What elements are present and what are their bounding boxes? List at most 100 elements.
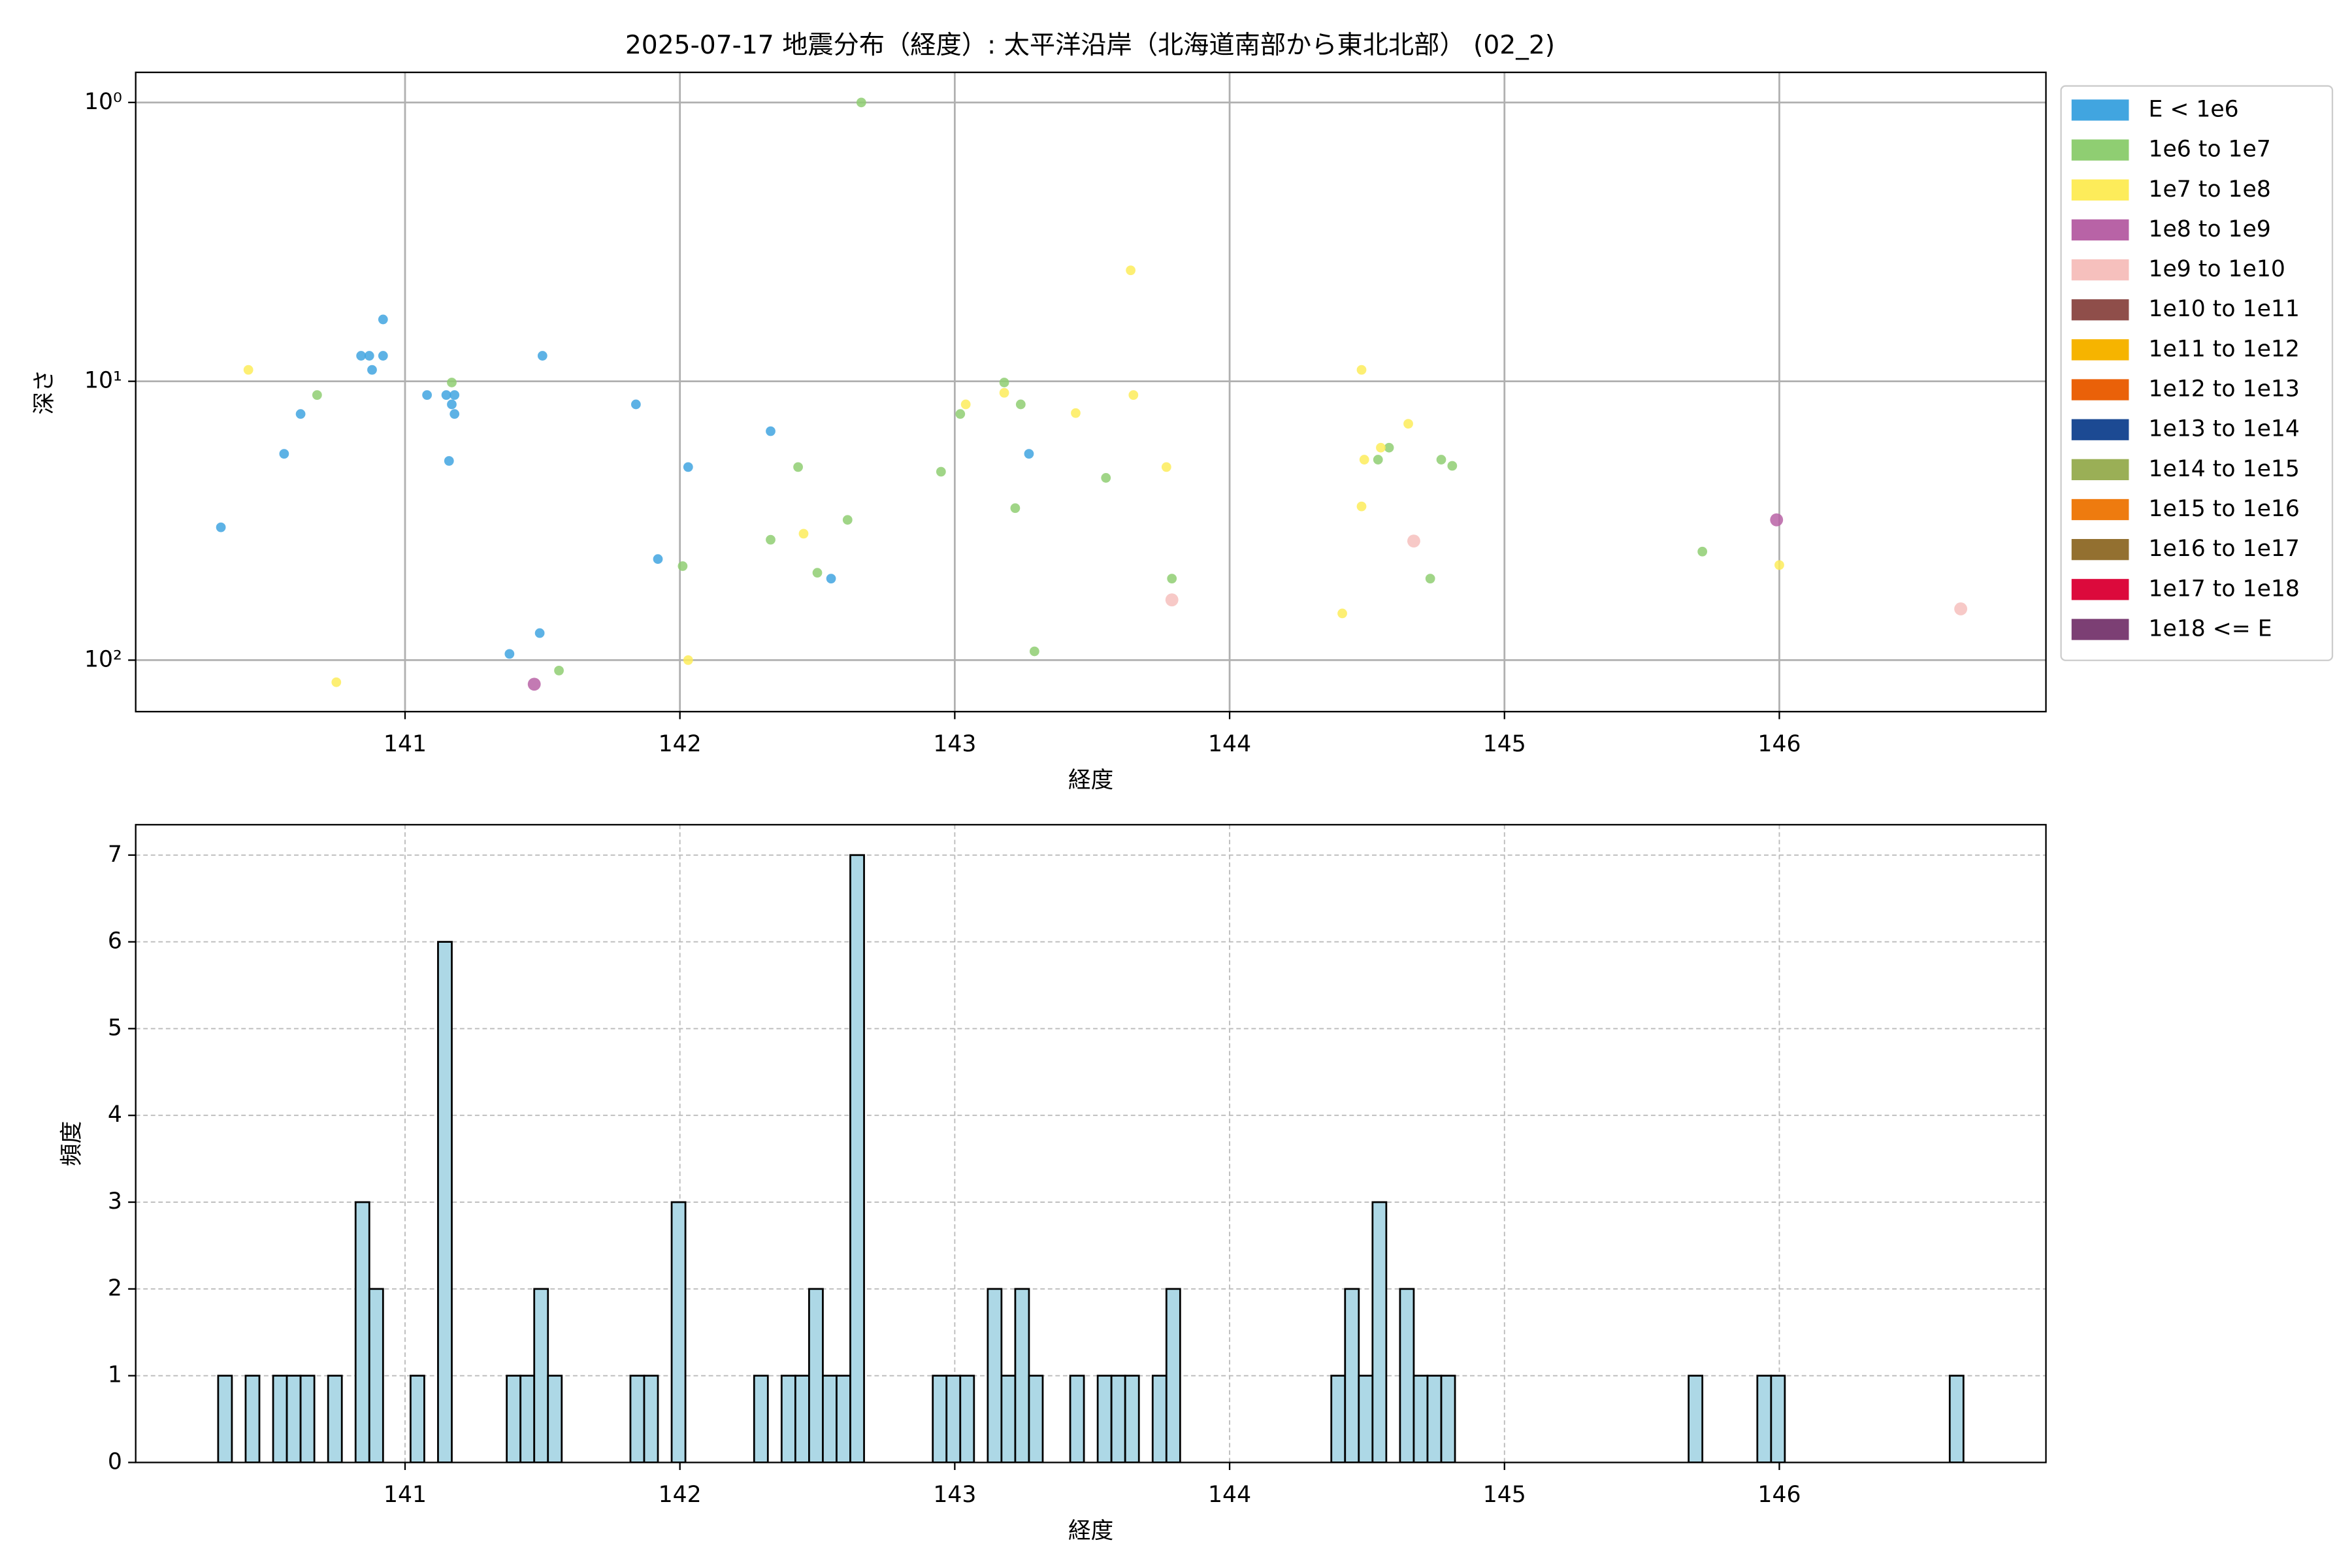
bar bbox=[1028, 1375, 1044, 1463]
bar bbox=[1014, 1288, 1030, 1463]
x-tick-label: 145 bbox=[1483, 1482, 1526, 1508]
legend-label: 1e9 to 1e10 bbox=[2148, 256, 2285, 282]
point bbox=[936, 466, 946, 477]
bar bbox=[1358, 1375, 1374, 1463]
bar bbox=[299, 1375, 316, 1463]
point bbox=[1167, 574, 1177, 583]
bars bbox=[217, 854, 1965, 1463]
bar bbox=[1756, 1375, 1772, 1463]
legend-label: E < 1e6 bbox=[2148, 96, 2238, 122]
point bbox=[1359, 455, 1369, 465]
point bbox=[826, 574, 836, 583]
y-tick-label: 6 bbox=[108, 928, 122, 955]
point bbox=[812, 568, 823, 578]
point bbox=[243, 365, 253, 375]
point bbox=[1407, 534, 1420, 548]
point bbox=[1770, 513, 1784, 527]
point bbox=[856, 97, 866, 108]
point bbox=[683, 462, 693, 472]
plot-frame bbox=[135, 824, 2047, 1463]
bar bbox=[1344, 1288, 1360, 1463]
y-axis-label: 頻度 bbox=[59, 1121, 85, 1166]
point bbox=[331, 677, 342, 687]
bar bbox=[217, 1375, 233, 1463]
legend-label: 1e13 to 1e14 bbox=[2148, 416, 2299, 442]
point bbox=[1774, 560, 1784, 570]
point bbox=[766, 426, 776, 436]
point bbox=[422, 390, 433, 400]
point bbox=[216, 522, 226, 532]
legend-label: 1e14 to 1e15 bbox=[2148, 456, 2299, 482]
x-tick-label: 146 bbox=[1757, 731, 1801, 757]
legend-box bbox=[2060, 85, 2334, 661]
x-tick-label: 144 bbox=[1208, 731, 1251, 757]
point bbox=[798, 529, 809, 539]
point bbox=[630, 399, 641, 410]
points bbox=[216, 97, 1968, 691]
x-tick-label: 142 bbox=[659, 731, 702, 757]
bar bbox=[1330, 1375, 1347, 1463]
legend-swatch bbox=[2071, 619, 2129, 640]
legend-swatch bbox=[2071, 339, 2129, 361]
point bbox=[449, 390, 460, 400]
legend-label: 1e10 to 1e11 bbox=[2148, 296, 2299, 322]
x-tick-label: 143 bbox=[933, 1482, 976, 1508]
point bbox=[1126, 265, 1136, 276]
plot-frame bbox=[135, 71, 2047, 713]
point bbox=[842, 515, 853, 525]
point bbox=[447, 399, 457, 410]
point bbox=[1697, 546, 1708, 557]
point bbox=[1436, 455, 1446, 465]
legend-label: 1e7 to 1e8 bbox=[2148, 176, 2270, 203]
bar bbox=[1124, 1375, 1140, 1463]
point bbox=[793, 462, 803, 472]
x-tick-label: 145 bbox=[1483, 731, 1526, 757]
bar bbox=[506, 1375, 522, 1463]
point bbox=[960, 399, 971, 410]
point bbox=[295, 409, 306, 419]
y-tick-label: 1 bbox=[108, 1362, 122, 1388]
point bbox=[999, 378, 1009, 387]
bar bbox=[272, 1375, 288, 1463]
point bbox=[1161, 462, 1171, 472]
bar bbox=[1688, 1375, 1704, 1463]
y-tick-label: 10¹ bbox=[84, 368, 122, 394]
bar bbox=[643, 1375, 659, 1463]
legend-swatch bbox=[2071, 579, 2129, 600]
y-tick-label: 2 bbox=[108, 1275, 122, 1301]
point bbox=[955, 409, 966, 419]
point bbox=[1356, 365, 1367, 375]
point bbox=[367, 365, 377, 375]
bar bbox=[822, 1375, 838, 1463]
bar bbox=[368, 1288, 384, 1463]
legend-swatch bbox=[2071, 419, 2129, 440]
bar bbox=[1948, 1375, 1965, 1463]
point bbox=[1356, 501, 1367, 512]
point bbox=[441, 390, 451, 400]
bar bbox=[1069, 1375, 1085, 1463]
bar bbox=[410, 1375, 425, 1463]
point bbox=[378, 351, 388, 361]
legend-swatch bbox=[2071, 539, 2129, 561]
bar bbox=[932, 1375, 948, 1463]
bar bbox=[1399, 1288, 1415, 1463]
point bbox=[356, 351, 367, 361]
bar bbox=[1770, 1375, 1786, 1463]
legend-label: 1e6 to 1e7 bbox=[2148, 137, 2270, 163]
point bbox=[537, 351, 547, 361]
point bbox=[1015, 399, 1026, 410]
point bbox=[554, 665, 564, 676]
point bbox=[312, 390, 322, 400]
point bbox=[678, 561, 688, 571]
point bbox=[444, 456, 454, 466]
legend-label: 1e8 to 1e9 bbox=[2148, 216, 2270, 242]
bar bbox=[987, 1288, 1003, 1463]
bar bbox=[836, 1375, 851, 1463]
legend-swatch bbox=[2071, 379, 2129, 400]
point bbox=[1403, 419, 1413, 429]
point bbox=[1071, 408, 1081, 418]
point bbox=[653, 554, 663, 564]
bar bbox=[286, 1375, 302, 1463]
